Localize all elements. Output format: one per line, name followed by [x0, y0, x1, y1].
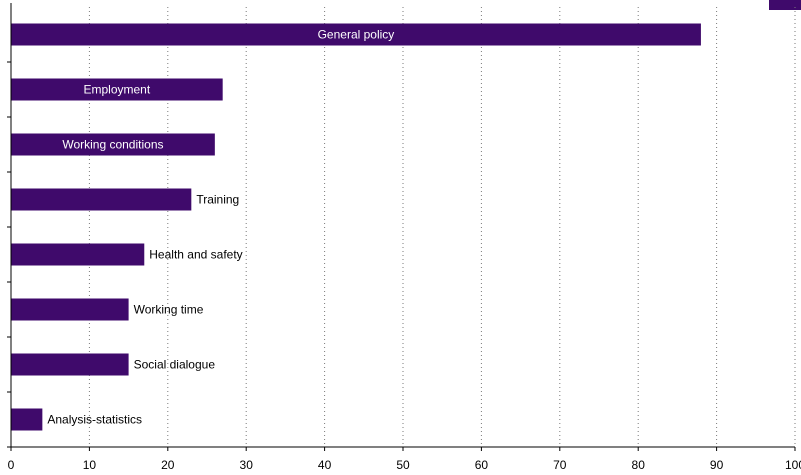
x-tick-label: 60 [475, 458, 489, 472]
x-axis-ticks: 0 10 20 30 40 50 60 70 80 90 100 [8, 447, 801, 472]
bar-label: Social dialogue [134, 358, 216, 372]
bar-label: Training [196, 193, 239, 207]
x-tick-label: 90 [710, 458, 724, 472]
x-tick-label: 0 [8, 458, 15, 472]
bars: General policy Employment Working conditio… [11, 23, 701, 431]
bar [11, 133, 215, 156]
bar-label: General policy [318, 28, 395, 42]
bar [11, 23, 701, 46]
bar [11, 408, 43, 431]
bar [11, 353, 129, 376]
x-tick-label: 70 [553, 458, 567, 472]
x-tick-label: 30 [240, 458, 254, 472]
bar-label: Employment [83, 83, 150, 97]
x-tick-label: 20 [161, 458, 175, 472]
x-tick-label: 50 [396, 458, 410, 472]
x-tick-label: 80 [632, 458, 646, 472]
bar [11, 78, 223, 101]
x-tick-label: 100 [785, 458, 801, 472]
bar [11, 188, 192, 211]
legend-swatch [769, 0, 801, 10]
grid-lines [88, 7, 796, 447]
bar [11, 243, 145, 266]
bar-label: Health and safety [149, 248, 242, 262]
bar-label: Working time [134, 303, 204, 317]
bar-label: Analysis-statistics [47, 413, 142, 427]
x-tick-label: 10 [83, 458, 97, 472]
bar-label: Working conditions [62, 138, 163, 152]
bar [11, 298, 129, 321]
x-tick-label: 40 [318, 458, 332, 472]
axes [7, 3, 795, 448]
